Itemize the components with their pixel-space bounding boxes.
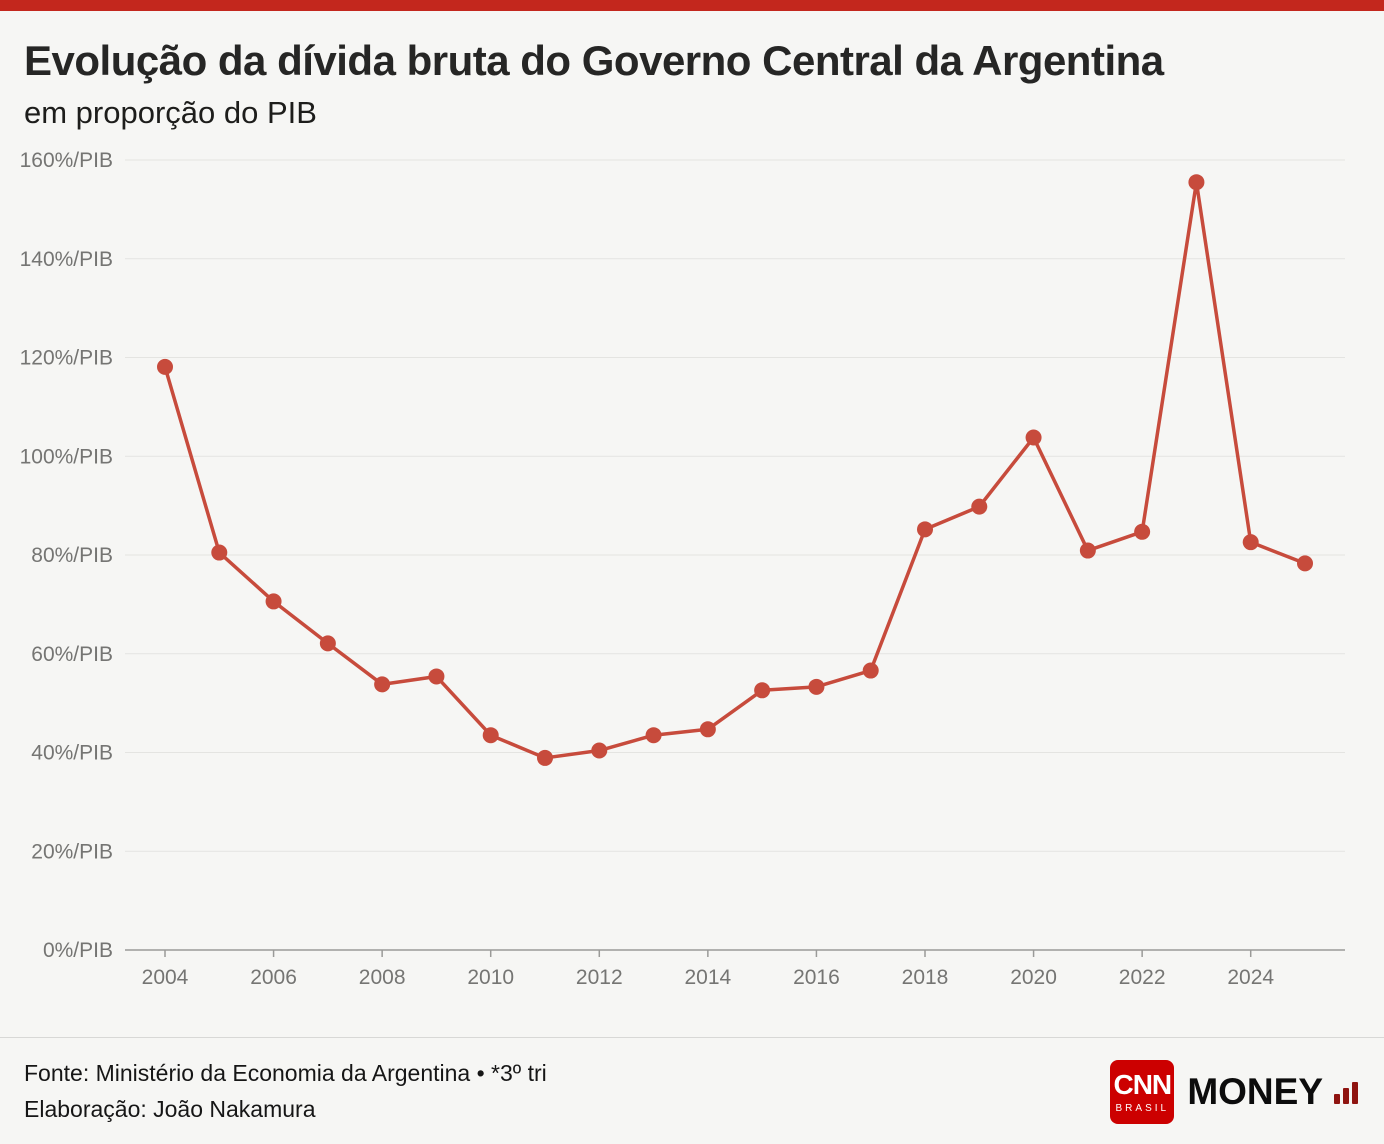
data-point-2009 bbox=[428, 668, 445, 685]
cnn-logo-text: CNN bbox=[1113, 1068, 1172, 1100]
data-point-2016 bbox=[808, 678, 825, 695]
data-point-2015 bbox=[754, 682, 771, 699]
x-tick-label: 2016 bbox=[793, 966, 840, 989]
footer-notes: Fonte: Ministério da Economia da Argenti… bbox=[24, 1056, 547, 1127]
data-point-2011 bbox=[537, 749, 553, 766]
y-tick-label: 120%/PIB bbox=[20, 347, 113, 370]
data-point-2008 bbox=[374, 676, 391, 693]
chart-header: Evolução da dívida bruta do Governo Cent… bbox=[0, 11, 1384, 131]
x-tick-label: 2020 bbox=[1010, 966, 1057, 989]
debt-series-line bbox=[163, 180, 1307, 760]
data-point-2006 bbox=[265, 593, 282, 610]
brasil-logo-text: BRASIL bbox=[1115, 1102, 1170, 1114]
data-point-2005 bbox=[211, 544, 228, 561]
data-point-2013 bbox=[645, 727, 662, 744]
x-tick-label: 2008 bbox=[359, 966, 406, 989]
page-subtitle: em proporção do PIB bbox=[24, 95, 317, 130]
x-tick-label: 2018 bbox=[902, 966, 949, 989]
page-title: Evolução da dívida bruta do Governo Cent… bbox=[24, 37, 1164, 84]
data-point-2021 bbox=[1079, 542, 1096, 559]
y-tick-label: 160%/PIB bbox=[20, 149, 113, 172]
data-point-2010 bbox=[482, 727, 499, 744]
y-tick-label: 80%/PIB bbox=[31, 544, 113, 567]
data-point-2018 bbox=[917, 521, 933, 538]
data-point-2020 bbox=[1025, 429, 1042, 446]
data-point-2004 bbox=[157, 358, 173, 375]
y-tick-label: 20%/PIB bbox=[31, 840, 113, 863]
x-tick-label: 2010 bbox=[467, 966, 514, 989]
y-tick-label: 60%/PIB bbox=[31, 643, 113, 666]
data-point-2007 bbox=[319, 635, 336, 652]
x-tick-label: 2004 bbox=[142, 966, 189, 989]
data-point-2025 bbox=[1297, 555, 1313, 572]
data-point-2012 bbox=[591, 742, 608, 759]
x-tick-label: 2006 bbox=[250, 966, 297, 989]
top-accent-bar bbox=[0, 0, 1384, 11]
x-tick-label: 2024 bbox=[1227, 966, 1274, 989]
y-tick-label: 100%/PIB bbox=[20, 445, 113, 468]
y-tick-label: 140%/PIB bbox=[20, 248, 113, 271]
brand-lockup: CNN BRASIL MONEY bbox=[1110, 1056, 1358, 1124]
x-tick-label: 2022 bbox=[1119, 966, 1166, 989]
debt-line-chart: 0%/PIB 20%/PIB 40%/PIB 60%/PIB 80%/PIB 100%/P… bbox=[20, 149, 1345, 989]
y-tick-label: 0%/PIB bbox=[43, 939, 113, 962]
data-point-2014 bbox=[699, 721, 716, 738]
data-point-2022 bbox=[1134, 523, 1151, 540]
bar-chart-icon bbox=[1334, 1080, 1358, 1104]
data-point-2017 bbox=[862, 662, 879, 679]
elaboration-note: Elaboração: João Nakamura bbox=[24, 1095, 316, 1122]
source-note: Fonte: Ministério da Economia da Argenti… bbox=[24, 1060, 547, 1086]
x-tick-label: 2012 bbox=[576, 966, 623, 989]
data-point-2023 bbox=[1188, 174, 1205, 191]
chart-area: 0%/PIB 20%/PIB 40%/PIB 60%/PIB 80%/PIB 100%/P… bbox=[0, 135, 1384, 1007]
y-tick-label: 40%/PIB bbox=[31, 742, 113, 765]
x-tick-label: 2014 bbox=[684, 966, 731, 989]
cnn-brasil-logo: CNN BRASIL bbox=[1110, 1060, 1175, 1124]
footer: Fonte: Ministério da Economia da Argenti… bbox=[0, 1037, 1384, 1127]
data-point-2019 bbox=[971, 498, 988, 515]
money-logo-text: MONEY bbox=[1187, 1071, 1323, 1112]
data-point-2024 bbox=[1242, 534, 1259, 551]
